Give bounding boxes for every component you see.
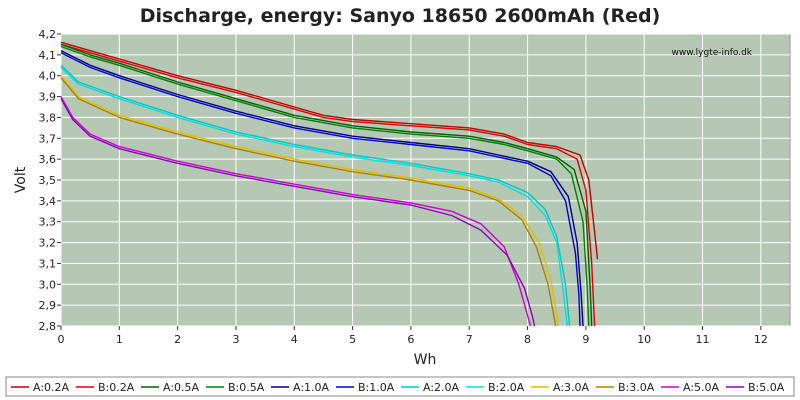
legend-entries: A:0.2A B:0.2A A:0.5A B:0.5A A:1.0A B:1.0A A:2.…: [11, 381, 785, 394]
legend-label: A:5.0A: [683, 381, 720, 394]
series-line: [60, 41, 599, 260]
legend-label: A:3.0A: [553, 381, 590, 394]
x-tick-label: 0: [58, 333, 65, 346]
grid-lines: [60, 33, 790, 327]
x-tick-label: 1: [116, 333, 123, 346]
y-tick-label: 3,2: [39, 237, 57, 250]
series-line: [60, 66, 568, 327]
y-tick-label: 3,9: [39, 91, 57, 104]
series-line: [60, 96, 532, 327]
series-line: [60, 45, 590, 327]
chart-title: Discharge, energy: Sanyo 18650 2600mAh (…: [140, 5, 661, 27]
y-tick-label: 3,6: [39, 153, 57, 166]
legend-label: B:2.0A: [488, 381, 525, 394]
x-tick-label: 7: [466, 333, 473, 346]
legend: [5, 376, 795, 397]
series-line: [60, 98, 536, 327]
legend-label: A:0.2A: [33, 381, 70, 394]
y-tick-label: 3,7: [39, 132, 57, 145]
series-line: [60, 75, 559, 327]
y-tick-label: 3,1: [39, 257, 57, 270]
series-line: [60, 64, 571, 327]
y-tick-label: 2,9: [39, 299, 57, 312]
legend-label: A:2.0A: [423, 381, 460, 394]
x-tick-label: 12: [754, 333, 768, 346]
y-tick-label: 4,2: [39, 28, 57, 41]
legend-label: B:3.0A: [618, 381, 655, 394]
x-tick-label: 2: [174, 333, 181, 346]
y-tick-label: 3,5: [39, 174, 57, 187]
x-tick-label: 3: [232, 333, 239, 346]
series-line: [60, 77, 557, 327]
x-axis-label: Wh: [414, 352, 437, 368]
y-tick-label: 4,0: [39, 70, 57, 83]
series-line: [60, 50, 584, 327]
series-line: [60, 43, 593, 327]
y-tick-label: 3,3: [39, 216, 57, 229]
legend-label: A:1.0A: [293, 381, 330, 394]
x-axis-ticks: 0 1 2 3 4 5 6 7 8 9 10 11 12: [58, 326, 768, 346]
legend-label: A:0.5A: [163, 381, 200, 394]
y-tick-label: 2,8: [39, 320, 57, 333]
x-tick-label: 9: [582, 333, 589, 346]
x-tick-label: 11: [696, 333, 710, 346]
x-tick-label: 5: [349, 333, 356, 346]
series-lines: [60, 41, 599, 327]
x-tick-label: 4: [291, 333, 298, 346]
x-tick-label: 6: [407, 333, 414, 346]
y-tick-label: 3,4: [39, 195, 57, 208]
series-line: [60, 43, 596, 327]
y-tick-label: 4,1: [39, 49, 57, 62]
y-axis-label: Volt: [13, 166, 29, 193]
legend-label: B:0.5A: [228, 381, 265, 394]
x-tick-label: 10: [637, 333, 651, 346]
y-axis-ticks: 2,8 2,9 3,0 3,1 3,2 3,3 3,4 3,5 3,6 3,7 3,8 3,9 4,0 4…: [39, 28, 61, 333]
legend-label: B:0.2A: [98, 381, 135, 394]
x-tick-label: 8: [524, 333, 531, 346]
legend-label: B:5.0A: [748, 381, 785, 394]
watermark: www.lygte-info.dk: [672, 48, 753, 58]
series-line: [60, 52, 581, 327]
y-tick-label: 3,0: [39, 278, 57, 291]
legend-label: B:1.0A: [358, 381, 395, 394]
y-tick-label: 3,8: [39, 111, 57, 124]
